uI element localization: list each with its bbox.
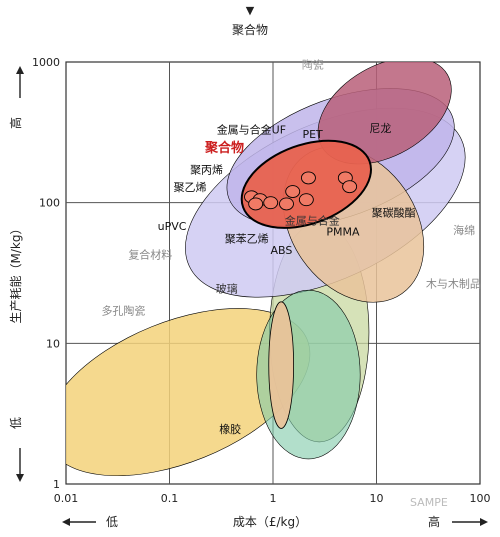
x-left-arrowhead [62,518,70,526]
y-axis-label: 生产耗能（M/kg） [9,223,23,324]
region-label-多孔陶瓷: 多孔陶瓷 [101,304,145,318]
series-label-聚苯乙烯: 聚苯乙烯 [225,232,269,246]
material-regions [66,62,466,477]
y-tick-label: 1000 [32,56,60,69]
region-label-陶瓷: 陶瓷 [302,57,324,71]
region-label-复合材料: 复合材料 [128,248,172,262]
series-label-聚乙烯: 聚乙烯 [174,181,207,194]
y-tick-label: 100 [39,197,60,210]
y-tick-label: 1 [53,478,60,491]
x-tick-label: 1 [270,492,277,505]
series-label-聚碳酸酯: 聚碳酸酯 [372,206,416,220]
region-label-玻璃: 玻璃 [216,281,238,295]
series-label-PMMA: PMMA [326,226,360,239]
x-axis-high-label: 高 [428,514,440,529]
point-ABS [279,197,294,211]
point-聚碳酸酯 [342,180,358,194]
region-label-木与木制品: 木与木制品 [426,277,481,290]
y-tick-label: 10 [46,337,60,350]
region-label-金属与合金: 金属与合金 [285,213,340,227]
watermark: SAMPE [410,496,448,509]
point-PET [300,171,316,185]
x-tick-label: 10 [370,492,384,505]
x-right-arrowhead [480,518,488,526]
axis-arrows [16,66,488,526]
y-up-arrowhead [16,66,24,74]
x-tick-label: 0.01 [54,492,79,505]
x-axis-low-label: 低 [106,515,118,529]
polymer-markers [244,171,358,429]
top-arrow-icon: ▼ [246,4,255,17]
y-axis-low-label: 低 [9,417,23,429]
point-uPVC [248,197,264,211]
x-tick-label: 100 [470,492,491,505]
top-category-label: 聚合物 [232,22,268,37]
y-axis-high-label: 高 [8,117,23,129]
point-金属与合金UF [285,185,301,198]
series-label-uPVC: uPVC [158,220,187,233]
tick-labels: 0.01 0.1 1 10 100 1 10 100 1000 [32,56,491,505]
x-tick-label: 0.1 [161,492,179,505]
point-PMMA [298,193,314,207]
series-label-橡胶: 橡胶 [219,422,241,436]
region-label-聚合物: 聚合物 [204,140,244,156]
x-axis-label: 成本（£/kg） [233,515,307,529]
series-label-聚丙烯: 聚丙烯 [190,164,223,177]
series-label-金属与合金UF: 金属与合金UF [217,123,286,137]
point-聚苯乙烯 [263,196,279,210]
point-橡胶 [268,301,295,429]
series-label-ABS: ABS [270,244,292,257]
y-down-arrowhead [16,474,24,482]
region-label-海绵: 海绵 [453,223,475,237]
series-label-尼龙: 尼龙 [369,122,391,135]
series-label-PET: PET [302,128,323,141]
